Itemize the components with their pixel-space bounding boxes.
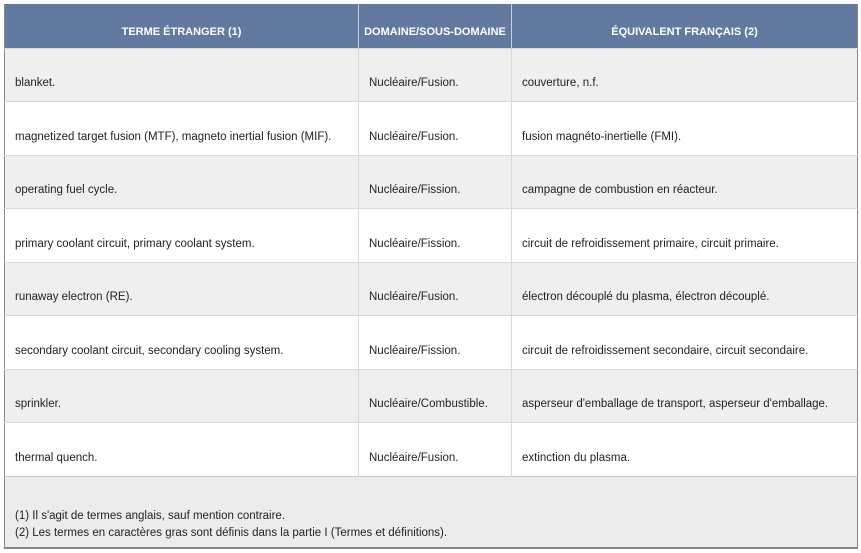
table-row: thermal quench. Nucléaire/Fusion. extincti…: [4, 422, 858, 476]
domain-cell: Nucléaire/Fission.: [358, 208, 512, 262]
foreign-term-cell: blanket.: [4, 47, 359, 102]
domain-cell: Nucléaire/Fusion.: [358, 261, 512, 316]
table-row: primary coolant circuit, primary coolant…: [4, 208, 858, 262]
domain-cell: Nucléaire/Fusion.: [358, 422, 512, 476]
foreign-term-cell: operating fuel cycle.: [4, 154, 359, 209]
french-equivalent-cell: asperseur d'emballage de transport, aspe…: [511, 368, 858, 423]
french-equivalent-cell: fusion magnéto-inertielle (FMI).: [511, 101, 858, 155]
domain-cell: Nucléaire/Combustible.: [358, 368, 512, 423]
domain-cell: Nucléaire/Fusion.: [358, 47, 512, 102]
header-french-equivalent: ÉQUIVALENT FRANÇAIS (2): [511, 4, 858, 48]
footnotes: (1) Il s'agit de termes anglais, sauf me…: [4, 475, 858, 548]
footnote-1: (1) Il s'agit de termes anglais, sauf me…: [15, 509, 286, 522]
foreign-term-cell: runaway electron (RE).: [4, 261, 359, 316]
table-row: secondary coolant circuit, secondary coo…: [4, 315, 858, 369]
foreign-term-cell: thermal quench.: [4, 422, 359, 476]
domain-cell: Nucléaire/Fission.: [358, 154, 512, 209]
footnote-2: (2) Les termes en caractères gras sont d…: [15, 526, 448, 539]
foreign-term-cell: primary coolant circuit, primary coolant…: [4, 208, 359, 262]
table-row: magnetized target fusion (MTF), magneto …: [4, 101, 858, 155]
header-foreign-term: TERME ÉTRANGER (1): [4, 4, 359, 48]
header-row: TERME ÉTRANGER (1) DOMAINE/SOUS-DOMAINE …: [4, 4, 858, 48]
french-equivalent-cell: électron découplé du plasma, électron dé…: [511, 261, 858, 316]
french-equivalent-cell: circuit de refroidissement primaire, cir…: [511, 208, 858, 262]
table-row: blanket. Nucléaire/Fusion. couverture, n.f…: [4, 47, 858, 102]
domain-cell: Nucléaire/Fission.: [358, 315, 512, 369]
french-equivalent-cell: campagne de combustion en réacteur.: [511, 154, 858, 209]
table-row: runaway electron (RE). Nucléaire/Fusion. é…: [4, 261, 858, 316]
footnotes-row: (1) Il s'agit de termes anglais, sauf me…: [4, 475, 858, 548]
domain-cell: Nucléaire/Fusion.: [358, 101, 512, 155]
french-equivalent-cell: circuit de refroidissement secondaire, c…: [511, 315, 858, 369]
foreign-term-cell: secondary coolant circuit, secondary coo…: [4, 315, 359, 369]
french-equivalent-cell: couverture, n.f.: [511, 47, 858, 102]
table-row: sprinkler. Nucléaire/Combustible. asperseu…: [4, 368, 858, 423]
foreign-term-cell: sprinkler.: [4, 368, 359, 423]
french-equivalent-cell: extinction du plasma.: [511, 422, 858, 476]
header-domain: DOMAINE/SOUS-DOMAINE: [358, 4, 512, 48]
terminology-table: TERME ÉTRANGER (1) DOMAINE/SOUS-DOMAINE …: [4, 4, 858, 549]
foreign-term-cell: magnetized target fusion (MTF), magneto …: [4, 101, 359, 155]
table-row: operating fuel cycle. Nucléaire/Fission. c…: [4, 154, 858, 209]
